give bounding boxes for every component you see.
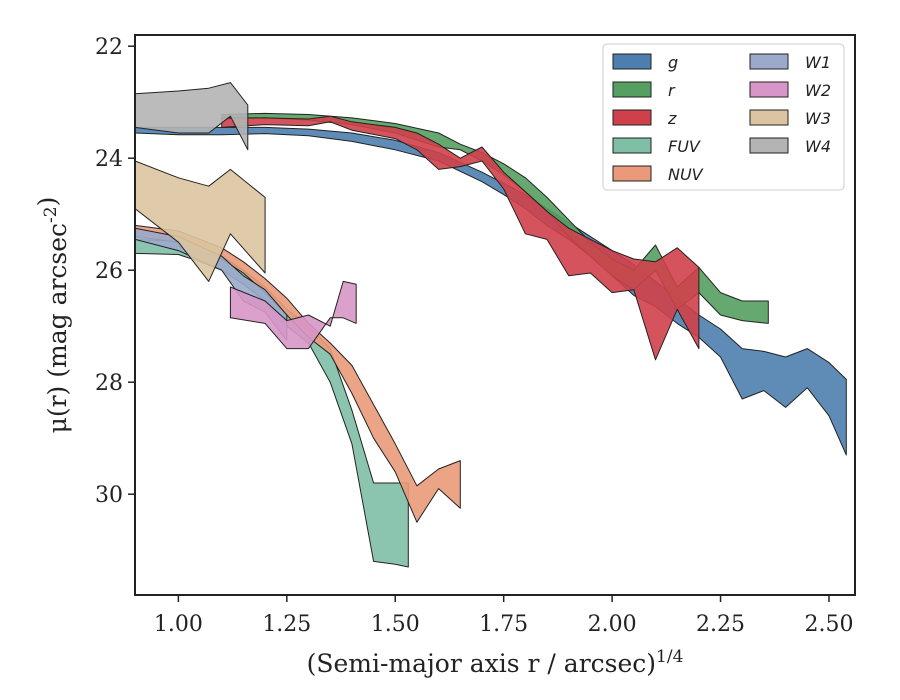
- series-band-w2: [229, 280, 357, 350]
- legend-swatch-g: [612, 53, 652, 70]
- plot-frame: [134, 34, 856, 596]
- legend-swatch-r: [612, 81, 652, 98]
- legend-swatch-fuv: [612, 137, 652, 154]
- series-band-z: [221, 115, 700, 361]
- x-tick-label: 2.25: [696, 612, 745, 637]
- legend-swatch-z: [612, 109, 652, 126]
- x-tick-label: 1.75: [479, 612, 528, 637]
- y-tick-label: 30: [95, 483, 123, 508]
- x-tick-label: 1.25: [262, 612, 311, 637]
- series-layer: [135, 82, 847, 568]
- y-axis-label: μ(r) (mag arcsec-2): [33, 197, 72, 434]
- x-tick-label: 2.50: [804, 612, 853, 637]
- y-axis: 22 24 26 28 30: [95, 35, 135, 508]
- legend-label-fuv: FUV: [668, 137, 701, 156]
- legend-label-r: r: [668, 81, 676, 100]
- x-axis-label: (Semi-major axis r / arcsec)1/4: [307, 647, 684, 678]
- legend-swatch-w1: [749, 53, 789, 70]
- y-tick-label: 28: [95, 371, 123, 396]
- x-tick-label: 1.50: [371, 612, 420, 637]
- legend-label-z: z: [667, 109, 677, 128]
- legend-label-w3: W3: [805, 109, 831, 128]
- legend-label-w4: W4: [805, 137, 831, 156]
- y-tick-label: 22: [95, 35, 123, 60]
- y-tick-label: 26: [95, 259, 123, 284]
- series-band-w3: [135, 160, 266, 282]
- legend-swatch-w3: [749, 109, 789, 126]
- legend: grz FUV NUV W1 W2 W3 W4: [602, 43, 845, 191]
- series-band-nuv: [135, 224, 461, 523]
- x-axis: 1.00 1.25 1.50 1.75 2.00 2.25 2.50: [154, 595, 853, 637]
- legend-label-nuv: NUV: [668, 165, 704, 184]
- legend-swatch-nuv: [612, 165, 652, 182]
- legend-swatch-w2: [749, 81, 789, 98]
- y-tick-label: 24: [95, 147, 123, 172]
- x-tick-label: 2.00: [588, 612, 637, 637]
- legend-label-w1: W1: [805, 53, 831, 72]
- legend-label-w2: W2: [805, 81, 831, 100]
- legend-swatch-w4: [749, 137, 789, 154]
- x-tick-label: 1.00: [154, 612, 203, 637]
- legend-label-g: g: [668, 53, 678, 72]
- series-band-w4: [135, 82, 249, 151]
